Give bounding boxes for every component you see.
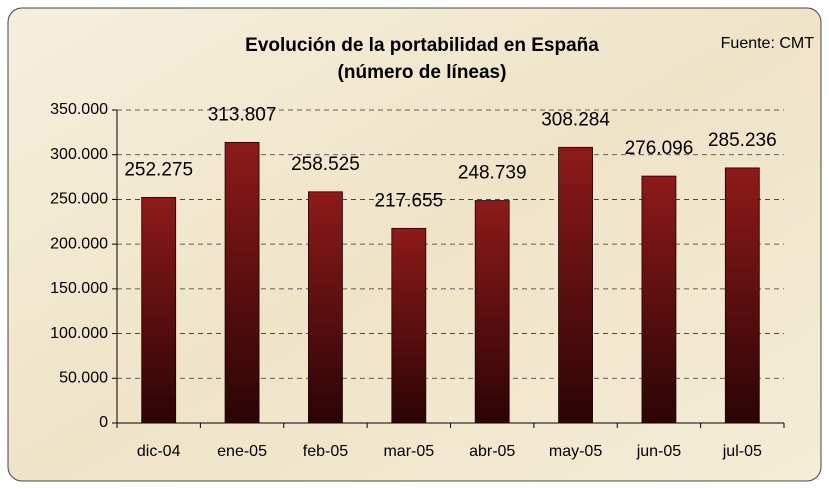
- value-label: 258.525: [291, 154, 360, 175]
- source-note: Fuente: CMT: [721, 35, 815, 52]
- chart-subtitle: (número de líneas): [338, 62, 507, 83]
- x-tick-label: jul-05: [722, 443, 762, 460]
- y-tick-label: 100.000: [50, 325, 108, 342]
- x-tick-label: dic-04: [137, 443, 181, 460]
- bar: [391, 227, 427, 424]
- y-tick-label: 50.000: [59, 370, 108, 387]
- x-tick-label: feb-05: [303, 443, 348, 460]
- value-label: 217.655: [374, 190, 443, 211]
- x-tick-label: mar-05: [383, 443, 434, 460]
- chart-title: Evolución de la portabilidad en España: [245, 35, 599, 56]
- bar: [641, 175, 677, 424]
- x-tick-label: abr-05: [469, 443, 515, 460]
- bar: [308, 191, 343, 424]
- value-label: 248.739: [458, 163, 527, 184]
- x-tick-label: may-05: [549, 443, 602, 460]
- value-label: 308.284: [541, 109, 610, 130]
- value-label: 285.236: [708, 130, 777, 151]
- y-tick-label: 250.000: [50, 191, 108, 208]
- value-label: 252.275: [124, 159, 193, 180]
- bar: [474, 200, 510, 424]
- y-tick-label: 200.000: [50, 235, 108, 252]
- value-label: 313.807: [208, 104, 277, 125]
- bar: [224, 141, 260, 424]
- y-tick-label: 150.000: [50, 280, 108, 297]
- value-label: 276.096: [625, 138, 694, 159]
- bar: [724, 167, 760, 424]
- x-tick-label: ene-05: [217, 443, 267, 460]
- bar: [558, 146, 593, 424]
- y-tick-label: 350.000: [50, 101, 108, 118]
- y-tick-label: 300.000: [50, 146, 108, 163]
- y-tick-label: 0: [99, 414, 108, 431]
- x-tick-label: jun-05: [636, 443, 682, 460]
- bar: [141, 196, 177, 424]
